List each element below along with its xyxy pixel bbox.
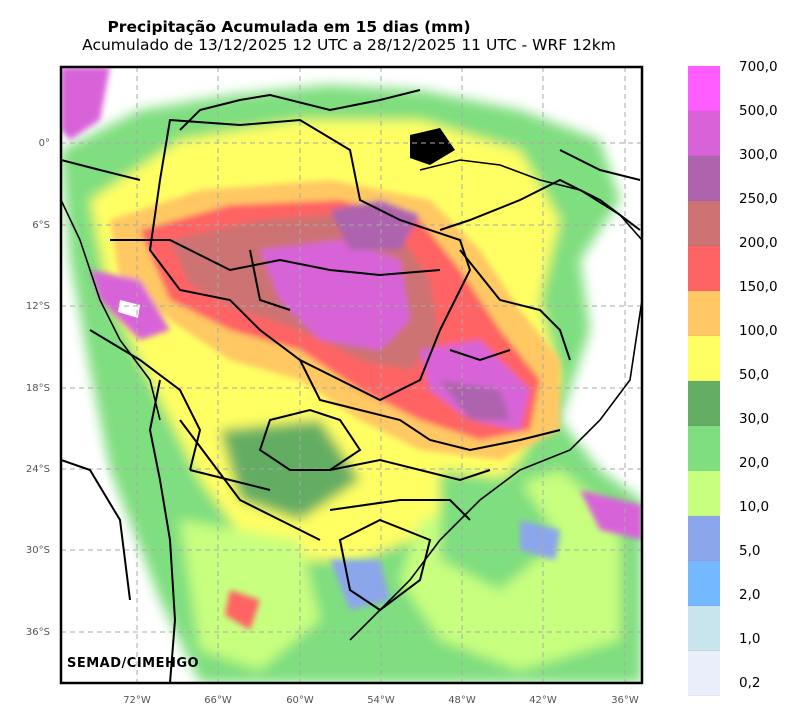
- colorbar: [688, 66, 720, 696]
- colorbar-segment: [688, 516, 720, 561]
- colorbar-label: 250,0: [739, 191, 778, 207]
- lon-tick-label: 66°W: [204, 695, 232, 706]
- coastline: [61, 159, 642, 641]
- colorbar-label: 150,0: [739, 279, 778, 295]
- colorbar-label: 200,0: [739, 235, 778, 251]
- colorbar-label: 100,0: [739, 323, 778, 339]
- colorbar-label: 1,0: [739, 631, 761, 647]
- lat-tick-label: 12°S: [25, 301, 50, 312]
- colorbar-segment: [688, 471, 720, 516]
- lat-tick-label: 18°S: [25, 383, 50, 394]
- lon-tick-label: 36°W: [611, 695, 639, 706]
- colorbar-segment: [688, 336, 720, 381]
- colorbar-label: 0,2: [739, 675, 761, 691]
- colorbar-segment: [688, 426, 720, 471]
- lat-tick-label: 24°S: [25, 464, 50, 475]
- credit-label: SEMAD/CIMEHGO: [67, 656, 200, 671]
- graticule: [61, 67, 642, 683]
- map-subtitle: Acumulado de 13/12/2025 12 UTC a 28/12/2…: [82, 36, 616, 54]
- lon-tick-label: 42°W: [529, 695, 557, 706]
- colorbar-label: 2,0: [739, 587, 761, 603]
- colorbar-label: 50,0: [739, 367, 770, 383]
- colorbar-segment: [688, 156, 720, 201]
- lat-tick-label: 0°: [38, 138, 50, 149]
- colorbar-label: 30,0: [739, 411, 770, 427]
- colorbar-label: 5,0: [739, 543, 761, 559]
- colorbar-label: 700,0: [739, 59, 778, 75]
- lon-tick-label: 48°W: [448, 695, 476, 706]
- lat-tick-label: 6°S: [32, 220, 50, 231]
- colorbar-segment: [688, 651, 720, 696]
- lat-tick-label: 30°S: [25, 545, 50, 556]
- lat-tick-label: 36°S: [25, 627, 50, 638]
- colorbar-segment: [688, 66, 720, 111]
- colorbar-segment: [688, 561, 720, 606]
- colorbar-label: 10,0: [739, 499, 770, 515]
- colorbar-segment: [688, 291, 720, 336]
- colorbar-segment: [688, 201, 720, 246]
- colorbar-label: 20,0: [739, 455, 770, 471]
- state-borders: [61, 89, 641, 683]
- lon-tick-label: 54°W: [367, 695, 395, 706]
- colorbar-segment: [688, 111, 720, 156]
- colorbar-segment: [688, 381, 720, 426]
- colorbar-segment: [688, 606, 720, 651]
- map-frame: [59, 65, 644, 685]
- map-title: Precipitação Acumulada em 15 dias (mm): [107, 18, 471, 36]
- colorbar-label: 300,0: [739, 147, 778, 163]
- colorbar-label: 500,0: [739, 103, 778, 119]
- colorbar-segment: [688, 246, 720, 291]
- lon-tick-label: 60°W: [286, 695, 314, 706]
- lon-tick-label: 72°W: [123, 695, 151, 706]
